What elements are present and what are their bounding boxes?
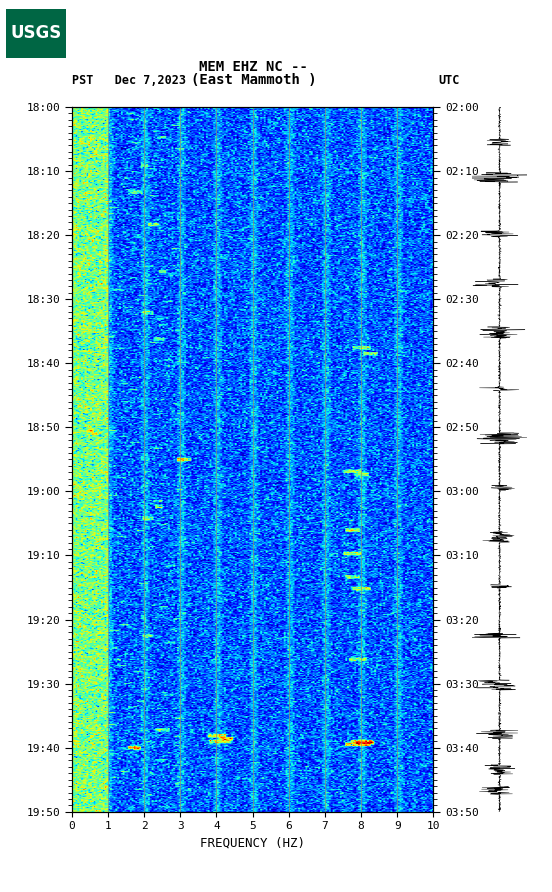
X-axis label: FREQUENCY (HZ): FREQUENCY (HZ)	[200, 837, 305, 850]
Text: MEM EHZ NC --: MEM EHZ NC --	[199, 60, 309, 74]
Text: PST   Dec 7,2023: PST Dec 7,2023	[72, 74, 186, 87]
Text: (East Mammoth ): (East Mammoth )	[191, 73, 317, 87]
Text: UTC: UTC	[439, 74, 460, 87]
Text: USGS: USGS	[10, 24, 61, 43]
